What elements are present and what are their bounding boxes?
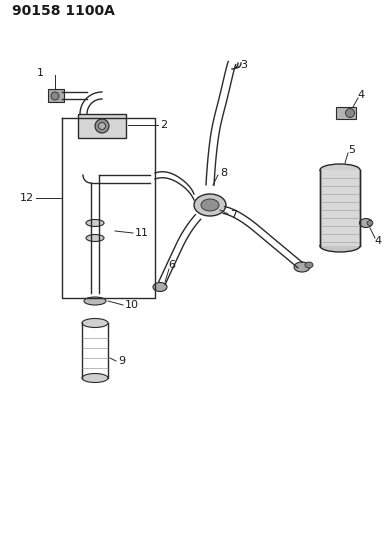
Ellipse shape <box>320 164 360 176</box>
Ellipse shape <box>82 319 108 327</box>
Text: 8: 8 <box>220 168 227 178</box>
Text: 12: 12 <box>20 193 34 203</box>
Text: 2: 2 <box>160 120 167 130</box>
Ellipse shape <box>367 221 373 225</box>
Bar <box>336 107 356 119</box>
Text: 4: 4 <box>357 90 364 100</box>
Text: 3: 3 <box>240 60 247 70</box>
Text: 11: 11 <box>135 228 149 238</box>
Ellipse shape <box>82 374 108 383</box>
Ellipse shape <box>84 297 106 305</box>
Ellipse shape <box>99 123 106 130</box>
Ellipse shape <box>194 194 226 216</box>
Text: 90158 1100A: 90158 1100A <box>12 4 115 18</box>
Text: 5: 5 <box>348 145 355 155</box>
Bar <box>48 89 64 102</box>
Text: 9: 9 <box>118 356 125 366</box>
Ellipse shape <box>153 282 167 292</box>
Bar <box>320 170 360 246</box>
Text: 4: 4 <box>374 236 381 246</box>
Ellipse shape <box>294 262 310 272</box>
Text: 6: 6 <box>168 260 175 270</box>
Ellipse shape <box>201 199 219 211</box>
Text: 10: 10 <box>125 300 139 310</box>
Ellipse shape <box>86 220 104 227</box>
Ellipse shape <box>360 219 372 228</box>
Ellipse shape <box>346 109 355 117</box>
Ellipse shape <box>95 119 109 133</box>
Ellipse shape <box>305 262 313 268</box>
Text: 1: 1 <box>37 68 44 78</box>
Ellipse shape <box>320 240 360 252</box>
Ellipse shape <box>86 235 104 241</box>
Bar <box>78 114 126 138</box>
Ellipse shape <box>51 92 59 100</box>
Text: 7: 7 <box>230 210 237 220</box>
